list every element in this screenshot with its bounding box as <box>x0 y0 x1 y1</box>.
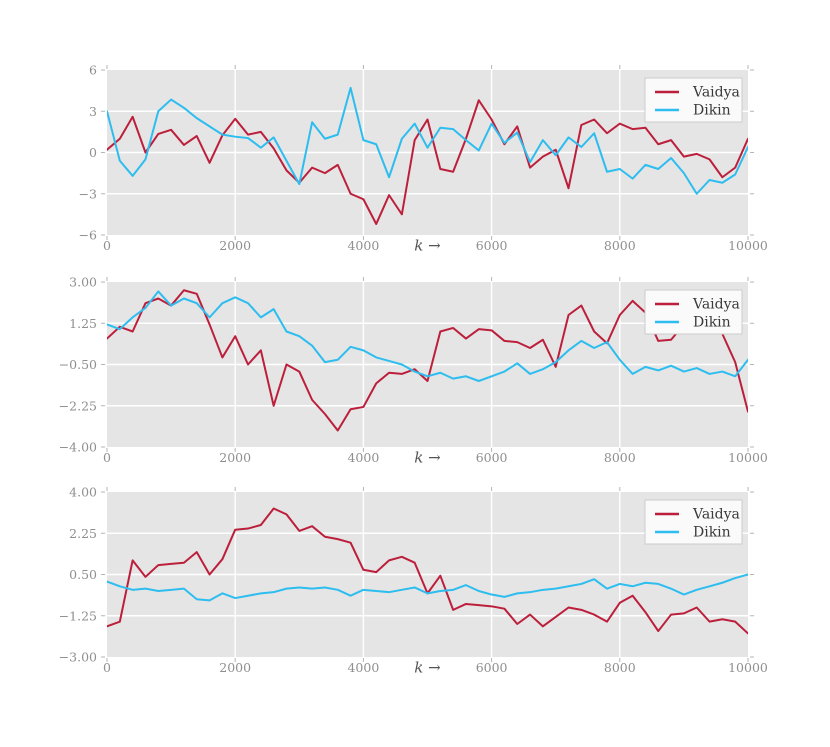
legend-label-vaidya: Vaidya <box>692 297 740 313</box>
y-tick-label: −3.00 <box>59 650 97 665</box>
y-tick-label: 4.00 <box>69 485 97 500</box>
x-tick-label: 4000 <box>347 238 379 253</box>
legend: Vaidya Dikin <box>644 499 743 545</box>
x-axis-label: k → <box>414 659 441 677</box>
y-tick-label: −2.25 <box>59 398 97 413</box>
x-tick-label: 6000 <box>476 238 508 253</box>
series-line-dikin <box>107 86 748 195</box>
x-tick-label: 6000 <box>476 660 508 675</box>
y-tick-label: 3.00 <box>69 275 97 290</box>
x-tick-label: 4000 <box>347 660 379 675</box>
series-line-vaidya <box>107 289 748 432</box>
x-tick-label: 0 <box>103 450 111 465</box>
y-tick-label: 6 <box>89 63 97 78</box>
y-tick-label: 0 <box>89 145 97 160</box>
legend-box <box>644 289 743 335</box>
legend-label-dikin: Dikin <box>693 525 731 541</box>
y-tick-label: −3 <box>79 186 97 201</box>
chart-top: 6 3 0 −3 −6 0 2000 4000 6000 8000 10000 k → Vaidya Di… <box>79 63 768 255</box>
y-tick-label: 3 <box>89 104 97 119</box>
legend-label-vaidya: Vaidya <box>692 507 740 523</box>
y-tick-label: 1.25 <box>69 316 97 331</box>
legend-label-vaidya: Vaidya <box>692 85 740 101</box>
y-tick-label: −6 <box>79 228 97 243</box>
legend-box <box>644 499 743 545</box>
legend: Vaidya Dikin <box>644 77 743 123</box>
y-tick-label: 2.25 <box>69 526 97 541</box>
x-tick-label: 2000 <box>219 450 251 465</box>
x-axis-label: k → <box>414 237 441 255</box>
y-tick-label: 0.50 <box>69 567 97 582</box>
x-tick-label: 4000 <box>347 450 379 465</box>
x-tick-label: 2000 <box>219 660 251 675</box>
x-tick-label: 8000 <box>604 660 636 675</box>
x-tick-label: 0 <box>103 238 111 253</box>
legend-label-dikin: Dikin <box>693 103 731 119</box>
series-line-dikin <box>107 573 748 602</box>
x-tick-label: 8000 <box>604 238 636 253</box>
x-tick-label: 0 <box>103 660 111 675</box>
x-tick-label: 8000 <box>604 450 636 465</box>
legend-label-dikin: Dikin <box>693 315 731 331</box>
legend-box <box>644 77 743 123</box>
x-tick-label: 6000 <box>476 450 508 465</box>
y-tick-label: −0.50 <box>59 357 97 372</box>
y-tick-label: −4.00 <box>59 440 97 455</box>
legend: Vaidya Dikin <box>644 289 743 335</box>
x-tick-label: 10000 <box>728 660 768 675</box>
chart-bottom: 4.00 2.25 0.50 −1.25 −3.00 0 2000 4000 6000 8000 1… <box>59 485 768 677</box>
chart-middle: 3.00 1.25 −0.50 −2.25 −4.00 0 2000 4000 6000 8000… <box>59 275 768 467</box>
x-tick-label: 10000 <box>728 238 768 253</box>
series-line-dikin <box>107 290 748 382</box>
x-tick-label: 2000 <box>219 238 251 253</box>
x-axis-label: k → <box>414 449 441 467</box>
y-tick-label: −1.25 <box>59 608 97 623</box>
series-line-vaidya <box>107 99 748 225</box>
x-tick-label: 10000 <box>728 450 768 465</box>
